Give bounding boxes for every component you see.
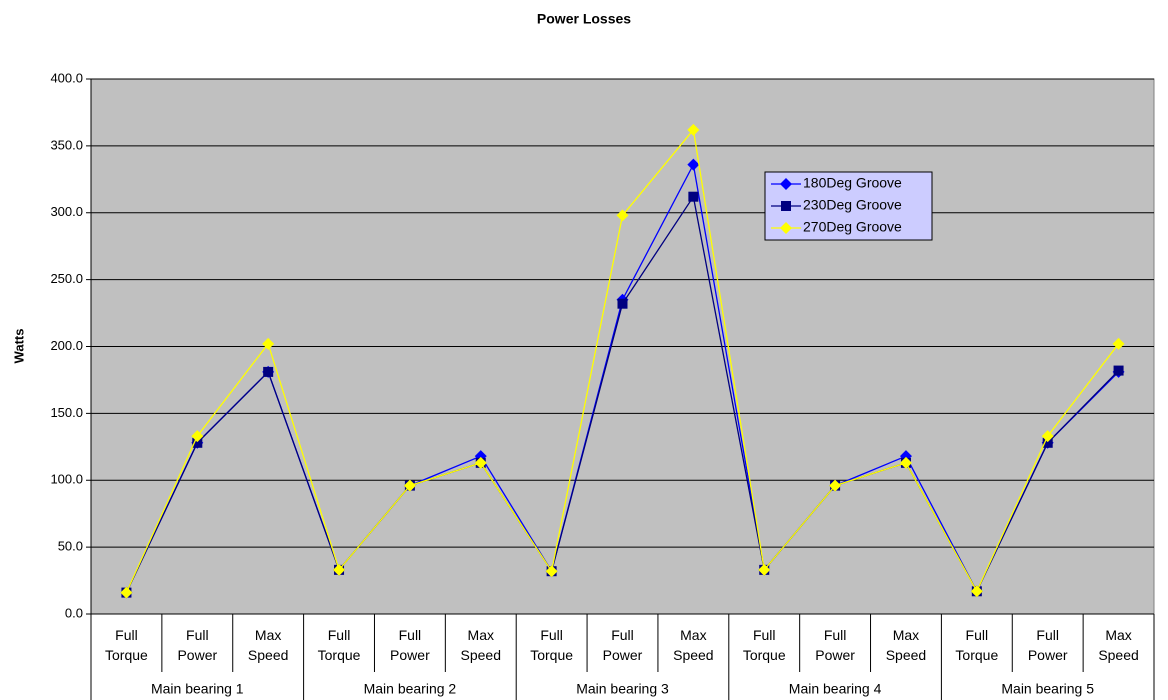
marker	[970, 585, 983, 598]
marker	[1041, 430, 1054, 443]
y-tick-label: 100.0	[50, 472, 83, 487]
y-tick-label: 250.0	[50, 271, 83, 286]
y-tick-label: 0.0	[65, 605, 83, 620]
marker	[192, 437, 203, 448]
marker	[1113, 365, 1124, 376]
group-label: Main bearing 1	[151, 681, 244, 697]
marker	[687, 158, 700, 171]
marker	[333, 563, 346, 576]
x-tick-label: Max Speed	[247, 627, 289, 663]
legend-marker	[781, 201, 791, 211]
marker	[1042, 437, 1053, 448]
marker	[829, 479, 842, 492]
x-tick-label: Max Speed	[885, 627, 927, 663]
marker	[758, 563, 771, 576]
marker	[899, 456, 912, 469]
marker	[191, 430, 204, 443]
x-tick-label: Full Torque	[530, 627, 574, 663]
group-label: Main bearing 2	[364, 681, 457, 697]
x-tick-label: Full Torque	[955, 627, 999, 663]
x-tick-label: Full Torque	[105, 627, 148, 663]
x-tick-label: Full Power	[1027, 627, 1068, 663]
x-tick-label: Full Power	[177, 627, 218, 663]
x-tick-label: Full Power	[815, 627, 855, 663]
y-tick-label: 150.0	[50, 405, 83, 420]
marker	[262, 337, 275, 350]
legend-label: 180Deg Groove	[803, 175, 902, 191]
x-tick-label: Full Power	[602, 627, 643, 663]
marker	[1112, 337, 1125, 350]
y-tick-label: 200.0	[50, 338, 83, 353]
marker	[545, 565, 558, 578]
chart-title: Power Losses	[537, 11, 631, 27]
marker	[687, 123, 700, 136]
y-tick-label: 400.0	[50, 70, 83, 85]
x-tick-label: Max Speed	[1098, 627, 1139, 663]
y-axis-label: Watts	[11, 329, 26, 364]
group-label: Main bearing 3	[576, 681, 669, 697]
group-label: Main bearing 4	[789, 681, 882, 697]
marker	[403, 479, 416, 492]
x-tick-label: Full Torque	[742, 627, 786, 663]
marker	[263, 366, 274, 377]
group-label: Main bearing 5	[1001, 681, 1094, 697]
marker	[474, 456, 487, 469]
legend-label: 270Deg Groove	[803, 219, 902, 235]
marker	[617, 298, 628, 309]
x-tick-label: Max Speed	[460, 627, 501, 663]
marker	[120, 586, 133, 599]
y-tick-label: 300.0	[50, 204, 83, 219]
x-tick-label: Max Speed	[673, 627, 714, 663]
marker	[616, 209, 629, 222]
marker	[688, 191, 699, 202]
x-tick-label: Full Power	[390, 627, 430, 663]
legend-label: 230Deg Groove	[803, 197, 902, 213]
legend-marker	[780, 222, 792, 234]
y-tick-label: 50.0	[58, 539, 83, 554]
legend-marker	[780, 178, 792, 190]
y-tick-label: 350.0	[50, 137, 83, 152]
x-tick-label: Full Torque	[317, 627, 361, 663]
